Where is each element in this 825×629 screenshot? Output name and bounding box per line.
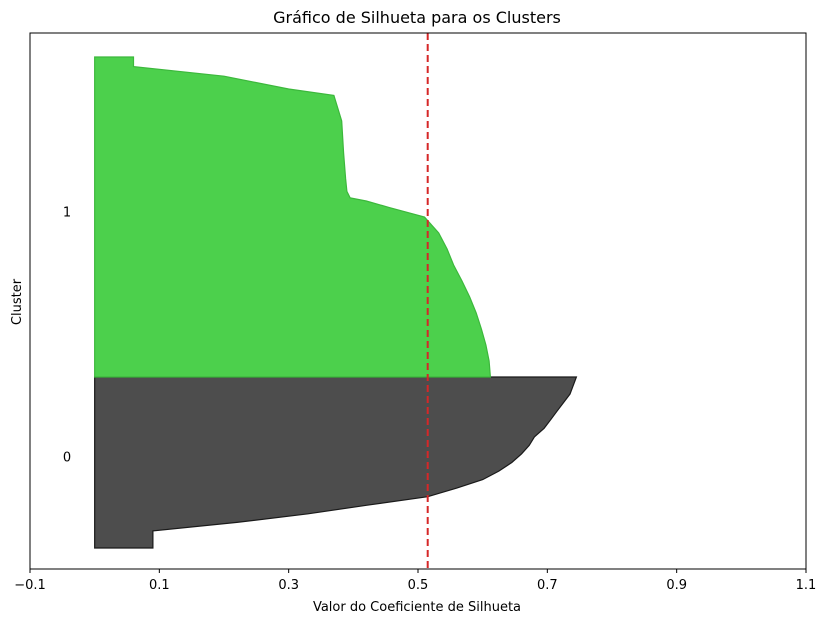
x-tick-label: −0.1: [14, 578, 46, 593]
x-tick-label: 0.5: [408, 578, 429, 593]
x-tick-label: 0.3: [278, 578, 299, 593]
cluster-0-label: 0: [63, 451, 71, 466]
cluster-1-silhouette: [94, 56, 492, 378]
y-axis-label: Cluster: [10, 278, 25, 325]
x-axis-label: Valor do Coeficiente de Silhueta: [313, 600, 521, 615]
x-tick-label: 0.1: [149, 578, 170, 593]
x-tick-label: 0.9: [666, 578, 687, 593]
cluster-1-label: 1: [63, 206, 71, 221]
cluster-0-silhouette: [94, 376, 578, 549]
x-tick-label: 1.1: [796, 578, 817, 593]
plot-area: 0 1 −0.1 0.1 0.3 0.5 0.7 0.9 1.1: [14, 32, 817, 593]
chart-title: Gráfico de Silhueta para os Clusters: [273, 8, 561, 27]
x-tick-label: 0.7: [537, 578, 558, 593]
